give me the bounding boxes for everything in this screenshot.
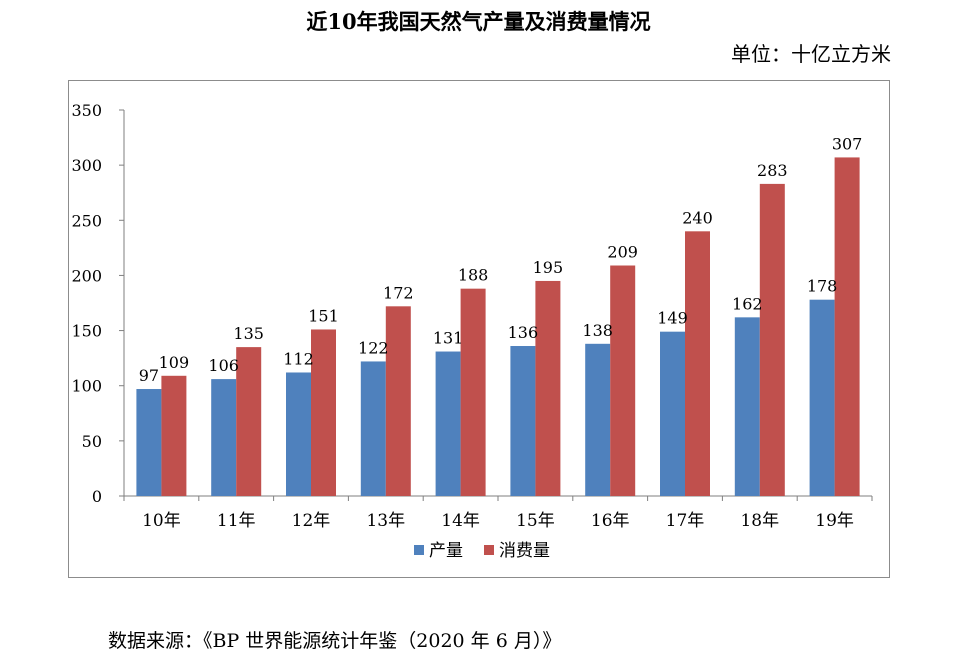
x-tick-label: 12年 [292, 511, 331, 531]
data-label-consumption: 283 [757, 161, 788, 180]
data-label-production: 122 [358, 338, 389, 357]
bar-consumption [385, 306, 411, 496]
bar-production [585, 343, 611, 496]
data-label-production: 178 [807, 277, 838, 296]
data-label-production: 149 [657, 309, 688, 328]
data-label-production: 97 [139, 366, 159, 385]
data-label-consumption: 307 [832, 134, 863, 153]
data-label-production: 112 [283, 349, 314, 368]
y-tick-label: 50 [82, 432, 102, 451]
x-tick-label: 13年 [366, 511, 405, 531]
data-label-production: 138 [582, 321, 613, 340]
data-label-consumption: 151 [308, 306, 339, 325]
x-tick-label: 16年 [591, 511, 630, 531]
bar-production [660, 331, 685, 496]
bar-production [286, 372, 311, 496]
bar-production [734, 317, 760, 496]
bar-consumption [834, 157, 860, 496]
bar-production [136, 389, 162, 496]
data-labels: 97 106 112 122 131 136 138 149 162 178 109 135 151 17… [139, 134, 863, 385]
x-tick-label: 14年 [441, 511, 480, 531]
legend: 产量 消费量 [414, 541, 550, 561]
data-label-consumption: 195 [533, 258, 564, 277]
bar-consumption [236, 347, 262, 496]
bar-consumption [460, 288, 486, 496]
y-tick-label: 350 [71, 101, 102, 120]
data-label-production: 106 [208, 356, 239, 375]
x-tick-label: 15年 [516, 511, 555, 531]
data-label-production: 131 [433, 329, 464, 348]
data-label-production: 162 [732, 294, 763, 313]
y-ticks: 0 50 100 150 200 250 300 350 [71, 101, 124, 506]
legend-swatch-production [414, 545, 424, 555]
y-tick-label: 0 [92, 487, 102, 506]
x-ticks: 10年 11年 12年 13年 14年 15年 16年 17年 18年 19年 [123, 496, 873, 531]
bar-consumption [311, 329, 336, 496]
data-label-production: 136 [508, 323, 539, 342]
bar-production [510, 346, 536, 496]
bar-production [809, 299, 835, 496]
x-tick-label: 19年 [815, 511, 854, 531]
data-label-consumption: 109 [159, 353, 190, 372]
chart-title: 近10年我国天然气产量及消费量情况 [306, 9, 651, 34]
bar-consumption [685, 231, 710, 497]
y-tick-label: 100 [71, 377, 102, 396]
x-tick-label: 10年 [142, 511, 181, 531]
bar-consumption [161, 375, 187, 496]
bar-production [360, 361, 386, 496]
x-tick-label: 11年 [217, 511, 256, 531]
legend-label-production: 产量 [429, 541, 463, 561]
data-label-consumption: 135 [233, 324, 264, 343]
y-tick-label: 250 [71, 211, 102, 230]
y-tick-label: 300 [71, 156, 102, 175]
data-label-consumption: 172 [383, 283, 414, 302]
bar-production [435, 351, 461, 496]
bar-consumption [535, 280, 561, 496]
data-label-consumption: 240 [682, 208, 713, 227]
data-label-consumption: 188 [458, 266, 489, 285]
legend-swatch-consumption [484, 545, 494, 555]
y-tick-label: 200 [71, 266, 102, 285]
x-tick-label: 18年 [740, 511, 779, 531]
data-label-consumption: 209 [607, 243, 638, 262]
bar-consumption [610, 265, 636, 496]
legend-label-consumption: 消费量 [499, 541, 550, 561]
bar-consumption [759, 183, 785, 497]
chart-frame [68, 80, 890, 578]
bar-production [211, 379, 237, 496]
x-tick-label: 17年 [666, 511, 705, 531]
bars [136, 157, 860, 497]
y-tick-label: 150 [71, 322, 102, 341]
source-note: 数据来源：《BP 世界能源统计年鉴（2020 年 6 月）》 [108, 630, 562, 652]
unit-label: 单位：十亿立方米 [731, 42, 891, 66]
